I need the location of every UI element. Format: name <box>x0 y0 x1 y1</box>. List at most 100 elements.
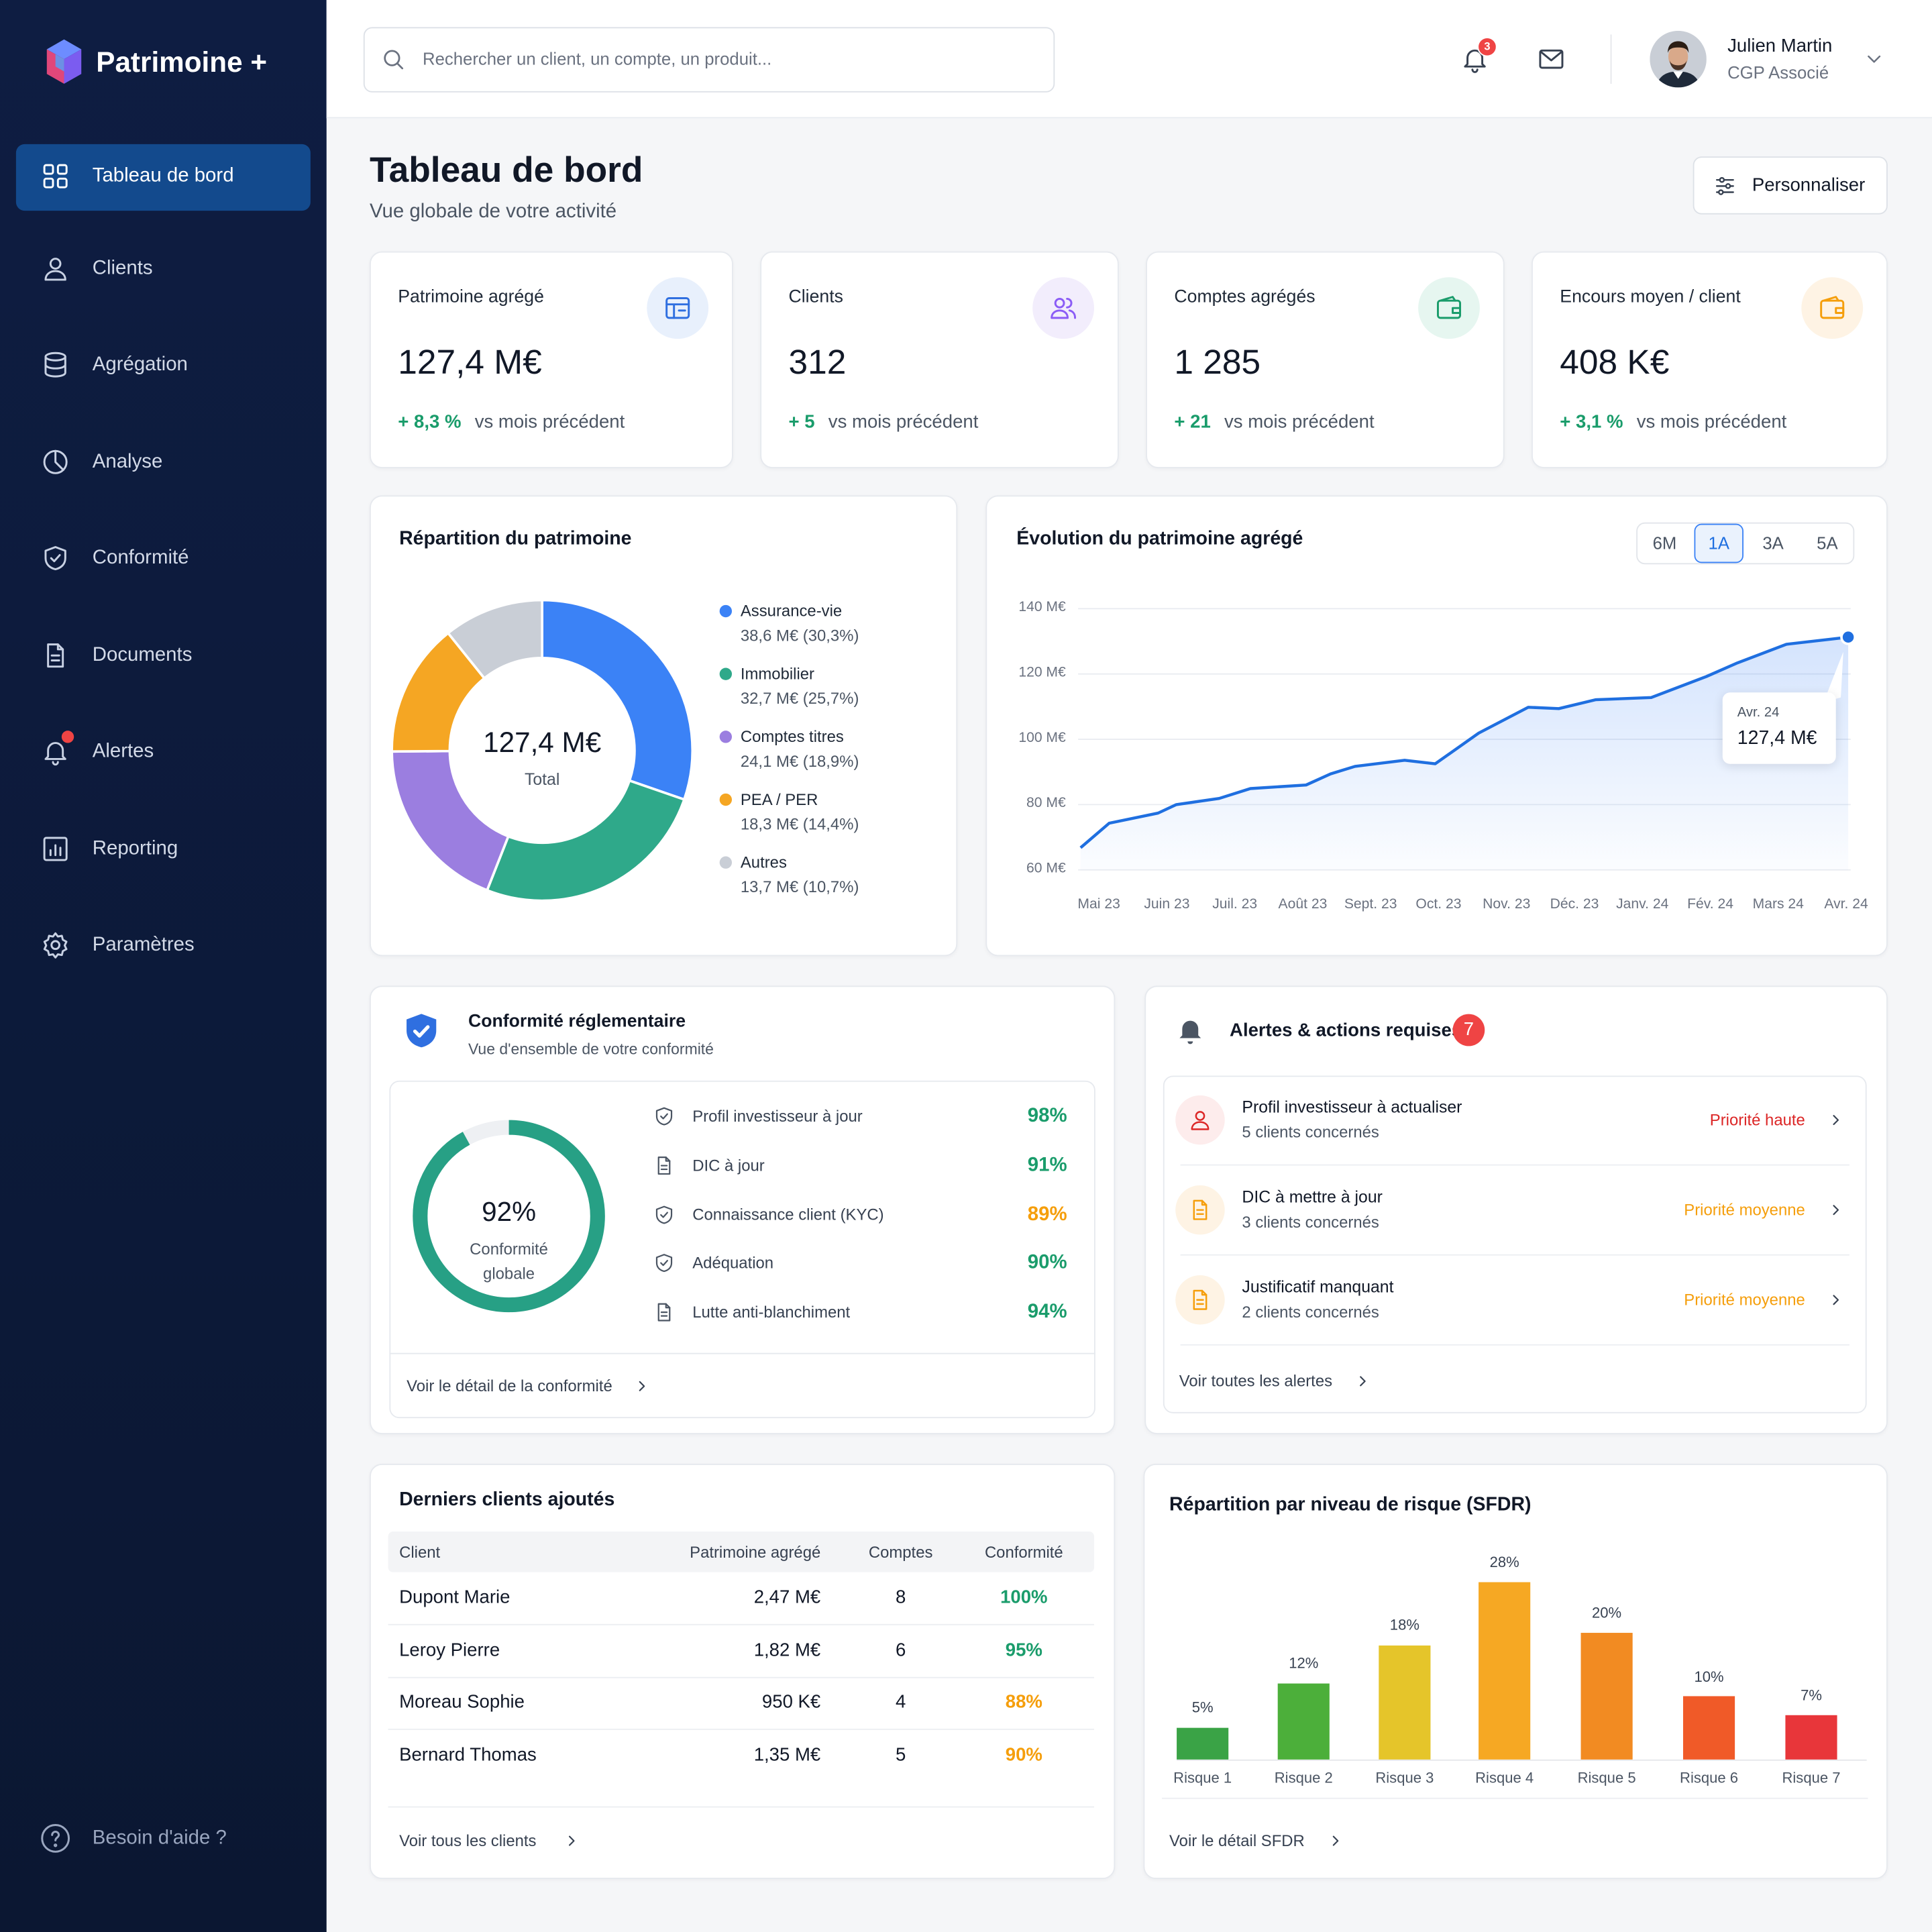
icon <box>1179 1020 1201 1044</box>
user-name: Julien Martin <box>1727 36 1833 57</box>
x-tick-label: Juin 23 <box>1144 897 1190 912</box>
icon-part <box>43 177 54 189</box>
link[interactable]: Voir le détail SFDR <box>1169 1831 1305 1850</box>
icon-part <box>64 49 82 84</box>
legend-value: 24,1 M€ (18,9%) <box>740 751 859 771</box>
icon-part <box>1540 50 1563 62</box>
compliance-value: 89% <box>1027 1204 1067 1226</box>
legend-label: Assurance-vie <box>740 601 843 621</box>
icon-part <box>657 1303 671 1322</box>
link[interactable]: Voir tous les clients <box>399 1831 537 1850</box>
nav-label[interactable]: Tableau de bord <box>92 165 234 187</box>
icon-part <box>639 1381 645 1391</box>
bar-value-label: 10% <box>1694 1667 1724 1685</box>
legend-label: Autres <box>740 853 787 871</box>
clients-card <box>370 1464 1116 1880</box>
table-cell: 8 <box>895 1587 906 1608</box>
help-link[interactable]: Besoin d'aide ? <box>92 1827 227 1849</box>
icon-part <box>407 1014 437 1048</box>
period-button[interactable]: 1A <box>1708 533 1729 553</box>
icon <box>1051 297 1077 319</box>
column-header: Conformité <box>984 1542 1063 1562</box>
x-tick-label: Avr. 24 <box>1824 897 1868 912</box>
icon-part <box>56 164 68 175</box>
table-cell: 90% <box>1005 1744 1042 1766</box>
nav-label[interactable]: Documents <box>92 645 193 666</box>
nav-label[interactable]: Clients <box>92 258 153 279</box>
icon-part <box>413 1025 430 1038</box>
compliance-item: Connaissance client (KYC) <box>692 1205 884 1224</box>
separator <box>389 1352 1095 1354</box>
alert-open <box>1833 1205 1839 1216</box>
brand-name: Patrimoine + <box>96 46 267 78</box>
icon-part <box>1187 1041 1193 1044</box>
x-tick-label: Mai 23 <box>1077 897 1120 912</box>
column-header: Comptes <box>868 1542 933 1562</box>
table-cell: 950 K€ <box>761 1691 821 1713</box>
nav-label[interactable]: Paramètres <box>92 934 195 956</box>
icon-part <box>56 177 68 189</box>
link[interactable]: Voir le détail de la conformité <box>407 1377 612 1395</box>
bar-value-label: 7% <box>1801 1686 1822 1704</box>
kpi-value: 127,4 M€ <box>398 342 542 381</box>
row-separator <box>388 1728 1095 1730</box>
ring-caption: Conformité globale <box>470 1239 548 1283</box>
x-tick-label: Risque 3 <box>1375 1769 1434 1786</box>
nav-label[interactable]: Conformité <box>92 547 189 569</box>
icon-part <box>1833 1205 1839 1216</box>
donut-total-label: Total <box>524 769 560 789</box>
legend-label: Comptes titres <box>740 727 844 746</box>
kpi-delta: + 3,1 % <box>1560 411 1623 433</box>
compliance-item: Adéquation <box>692 1253 774 1272</box>
icon-part <box>43 164 54 175</box>
customize-label[interactable]: Personnaliser <box>1752 174 1866 197</box>
icon-part <box>655 1107 673 1126</box>
notification-badge <box>1477 37 1497 57</box>
x-tick-label: Juil. 23 <box>1212 897 1258 912</box>
icon-part <box>1822 296 1845 314</box>
alert-priority: Priorité haute <box>1709 1110 1805 1129</box>
icon <box>407 1014 437 1048</box>
period-switch <box>1636 522 1855 565</box>
legend-dot <box>719 793 733 806</box>
compliance-value: 94% <box>1027 1301 1067 1323</box>
nav-label[interactable]: Alertes <box>92 741 154 762</box>
table-cell: 2,47 M€ <box>753 1587 821 1608</box>
avatar[interactable] <box>1650 30 1707 88</box>
icon <box>1332 1835 1339 1846</box>
icon-part <box>50 643 64 661</box>
legend-dot <box>719 604 733 618</box>
x-tick-label: Oct. 23 <box>1415 897 1462 912</box>
messages-button <box>1539 49 1564 69</box>
alerts-panel <box>1163 1075 1867 1413</box>
icon-part <box>51 1831 60 1841</box>
legend-dot <box>719 731 733 743</box>
icon-part <box>660 1212 668 1218</box>
icon <box>44 352 66 378</box>
x-tick-label: Risque 6 <box>1680 1769 1739 1786</box>
period-button[interactable]: 5A <box>1817 533 1838 553</box>
kpi-value: 312 <box>788 342 847 381</box>
row-separator <box>388 1676 1095 1678</box>
table-cell: 1,35 M€ <box>753 1744 821 1766</box>
bar-value-label: 20% <box>1592 1604 1622 1622</box>
icon-part <box>568 1835 575 1846</box>
icon-part <box>1439 296 1462 314</box>
period-button[interactable]: 6M <box>1652 533 1677 553</box>
link[interactable]: Voir toutes les alertes <box>1179 1371 1333 1391</box>
nav-label[interactable]: Reporting <box>92 838 178 859</box>
icon-part <box>52 761 59 766</box>
y-tick-label: 60 M€ <box>1026 861 1066 877</box>
x-tick-label: Risque 2 <box>1274 1769 1333 1786</box>
icon <box>568 1835 575 1846</box>
nav-label[interactable]: Agrégation <box>92 354 188 376</box>
period-button[interactable]: 3A <box>1762 533 1784 553</box>
card-title: Derniers clients ajoutés <box>399 1489 615 1511</box>
x-tick-label: Mars 24 <box>1752 897 1804 912</box>
nav-label[interactable]: Analyse <box>92 451 163 473</box>
alert-open <box>1833 1295 1839 1305</box>
ring-value: 92% <box>482 1196 537 1228</box>
search-box[interactable] <box>363 27 1055 93</box>
